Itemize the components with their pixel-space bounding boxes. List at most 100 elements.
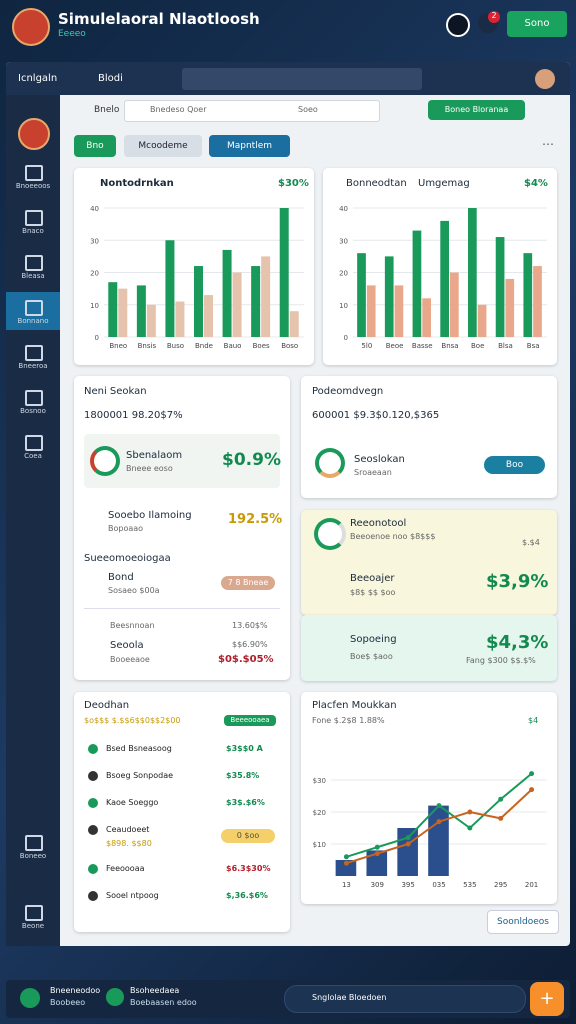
sidebar-avatar <box>18 118 50 150</box>
bar <box>279 208 289 337</box>
y-tick-label: 10 <box>339 302 348 310</box>
tab-button[interactable]: Mcoodeme <box>124 135 202 157</box>
x-tick-label: 201 <box>525 881 538 889</box>
item-value: $3$$0 A <box>226 744 263 753</box>
bar <box>251 266 261 337</box>
bar <box>194 266 203 337</box>
y-tick-label: 30 <box>339 237 348 245</box>
address-bar[interactable] <box>182 68 422 90</box>
item-sub: $898. $$80 <box>106 839 152 848</box>
item-name: Sopoeing <box>350 634 397 645</box>
panel-amount: 600001 $9.3$0.120,$365 <box>312 410 440 421</box>
nav-label[interactable]: Boneeo <box>19 852 47 860</box>
header-button[interactable]: Sono <box>507 11 567 37</box>
nav-label[interactable]: Bleasa <box>21 272 45 280</box>
y-tick-label: 30 <box>90 237 99 245</box>
bar <box>222 249 232 337</box>
search-text: Bnedeso Qoer <box>150 105 207 114</box>
nav-label[interactable]: Bneeroa <box>18 362 48 370</box>
bar <box>232 272 242 337</box>
x-tick-label: Boso <box>281 342 298 350</box>
chart-value: $4 <box>528 716 539 725</box>
item-sub: Sroaeaan <box>354 468 392 477</box>
x-tick-label: Blsa <box>498 342 513 350</box>
item-value: 192.5% <box>228 512 283 527</box>
more-button[interactable]: Soonldoeos <box>487 910 559 934</box>
item-sub: Boe$ $aoo <box>350 652 393 661</box>
item-value: $4,3% <box>486 632 549 653</box>
point <box>529 771 535 777</box>
footer-icon <box>20 988 40 1008</box>
x-tick-label: Bnsa <box>441 342 458 350</box>
footer-text: Bsoheedaea <box>130 986 180 995</box>
button[interactable]: Boo <box>484 456 545 474</box>
item-value: $35.8% <box>226 771 260 780</box>
bar <box>495 237 505 337</box>
y-tick-label: 10 <box>90 302 99 310</box>
point <box>343 854 349 860</box>
nav-label[interactable]: Bonnano <box>17 317 49 325</box>
tab[interactable]: Icnlgaln <box>18 73 58 84</box>
search-text: Soeo <box>298 105 318 114</box>
user-avatar[interactable] <box>535 69 555 89</box>
nav-label[interactable]: Coea <box>24 452 42 460</box>
fab[interactable]: + <box>530 982 564 1016</box>
item-sub: Sosaeo $00a <box>108 586 160 595</box>
x-tick-label: 13 <box>342 881 351 889</box>
tag: Beeeooaea <box>224 715 276 726</box>
nav-label[interactable]: Bnoeeoos <box>15 182 51 190</box>
bar <box>440 220 449 337</box>
chart-value: $30% <box>278 178 309 189</box>
bar <box>366 285 376 337</box>
tab-button[interactable]: Bno <box>74 135 116 157</box>
row-icon <box>88 891 98 901</box>
nav-icon <box>25 165 43 181</box>
donut-icon <box>90 446 120 476</box>
nav-icon <box>25 835 43 851</box>
item-name: Beesnnoan <box>110 621 155 630</box>
x-tick-label: 295 <box>494 881 507 889</box>
tab-button[interactable]: Mapntlem <box>209 135 290 157</box>
tag[interactable]: 0 $oo <box>221 829 275 843</box>
bar <box>428 805 449 876</box>
nav-label[interactable]: Beone <box>21 922 45 930</box>
bar <box>384 256 394 337</box>
icon[interactable] <box>446 13 470 37</box>
tag[interactable]: 7 8 Bneae <box>221 576 275 590</box>
panel-title: Podeomdvegn <box>312 386 384 397</box>
row-icon <box>88 864 98 874</box>
y-tick-label: $20 <box>313 809 326 817</box>
item-value: $3,9% <box>486 571 549 592</box>
donut-icon <box>315 448 345 478</box>
point <box>405 835 411 841</box>
x-tick-label: 5l0 <box>361 342 372 350</box>
bar <box>422 298 431 337</box>
footer-search[interactable] <box>284 985 526 1013</box>
bar <box>165 240 175 337</box>
point <box>405 841 411 847</box>
item-name: Seoslokan <box>354 454 405 465</box>
bar <box>468 208 477 337</box>
action-button[interactable]: Boneo Bloranaa <box>428 100 525 120</box>
x-tick-label: Bsa <box>527 342 540 350</box>
x-tick-label: 395 <box>401 881 414 889</box>
panel-amount: 1800001 98.20$7% <box>84 410 183 421</box>
item-name: Sooebo Ilamoing <box>108 510 192 521</box>
x-tick-label: Basse <box>412 342 433 350</box>
search-box[interactable] <box>124 100 380 122</box>
item-sub: Bneee eoso <box>126 464 173 473</box>
total: $0$.$05% <box>218 654 274 665</box>
row-icon <box>88 825 98 835</box>
item-value: $$6.90% <box>232 640 268 649</box>
more-menu[interactable]: ⋯ <box>542 137 554 151</box>
x-tick-label: 535 <box>463 881 476 889</box>
nav-icon <box>25 300 43 316</box>
bar <box>136 285 146 337</box>
nav-label[interactable]: Bosnoo <box>20 407 46 415</box>
row-icon <box>88 744 98 754</box>
item-sub: $8$ $$ $oo <box>350 588 396 597</box>
panel-title: Deodhan <box>84 700 130 711</box>
nav-label[interactable]: Bnaco <box>22 227 44 235</box>
y-tick-label: 40 <box>90 205 99 213</box>
